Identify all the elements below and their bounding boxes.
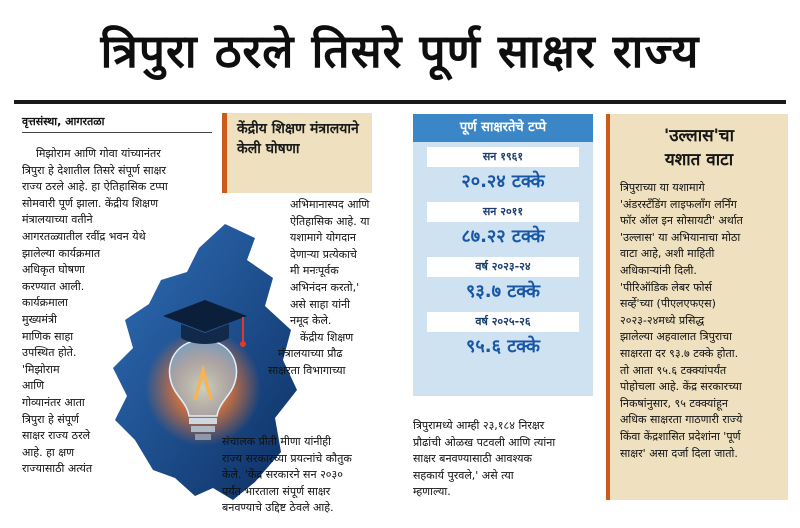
text-line: राज्यासाठी अत्यंत [22, 462, 93, 476]
text-line: गोव्यानंतर आता [22, 395, 85, 409]
text-line: मंत्रालयाच्या वतीने [22, 213, 93, 227]
text-line: त्रिपुरा हे संपूर्ण [22, 412, 79, 426]
kicker-text: केंद्रीय शिक्षण मंत्रालयाने केली घोषणा [237, 121, 359, 157]
milestone-value: ९३.७ टक्के [466, 281, 540, 302]
column-2: अभिमानास्पद आणि ऐतिहासिक आहे. या यशामागे… [222, 197, 400, 380]
text-line: झालेल्या कार्यक्रमात [22, 246, 101, 260]
headline-rule [14, 100, 786, 104]
text-line: अधिकृत घोषणा [22, 263, 85, 277]
text-line: मुख्यमंत्री [22, 312, 57, 326]
column-2-bottom: संचालक प्रीती मीणा यांनीही राज्य सरकारच्… [222, 434, 400, 517]
text-line: प्रौढांची ओळख पटवली आणि त्यांना [413, 435, 556, 449]
text-line: सोमवारी पूर्ण झाला. केंद्रीय शिक्षण [22, 196, 159, 210]
text-line: सहकार्य पुरवले,' असे त्या [413, 468, 514, 482]
text-line: नमूद केले. [290, 314, 332, 328]
text-line: कार्यक्रमाला [22, 296, 68, 310]
text-line: २०२३-२४मध्ये प्रसिद्ध [620, 313, 705, 327]
text-line: केले. 'केंद्र सरकारने सन २०३० [222, 468, 343, 482]
text-line: तो आता ९५.६ टक्क्यांपर्यंत [620, 363, 727, 377]
text-line: संचालक प्रीती मीणा यांनीही [222, 435, 331, 448]
ullas-title-line: 'उल्लास'चा [663, 126, 734, 146]
milestone-value: ८७.२२ टक्के [461, 226, 545, 247]
dateline: वृत्तसंस्था, आगरतळा [22, 115, 105, 128]
text-line: मी मनःपूर्वक [290, 264, 339, 278]
text-line: साक्षरता दर ९३.७ टक्के होता. [620, 346, 739, 360]
text-line: फॉर ऑल इन सोसायटी' अर्थात [620, 214, 743, 228]
text-line: यशामागे योगदान [290, 231, 357, 245]
text-line: 'पीरिऑडिक लेबर फोर्स [620, 280, 712, 294]
text-line: असे साहा यांनी [290, 297, 350, 311]
text-line: अभिमानास्पद आणि [290, 198, 370, 211]
milestones-box: पूर्ण साक्षरतेचे टप्पे सन १९६१ २०.२४ टक्… [413, 114, 593, 396]
text-line: त्रिपुरामध्ये आम्ही २३,१८४ निरक्षर [413, 419, 545, 432]
text-line: निकषांनुसार, ९५ टक्क्यांहून [620, 396, 729, 410]
text-line: आगरतळ्यातील रवींद्र भवन येथे [22, 229, 146, 243]
ullas-title: 'उल्लास'चा यशात वाटा [610, 124, 788, 172]
text-line: अभिनंदन करतो,' [290, 280, 360, 294]
text-line: 'अंडरस्टँडिंग लाइफलाँग लर्निंग [620, 197, 737, 211]
text-line: त्रिपुराच्या या यशामागे [620, 181, 705, 194]
text-line: पर्यंत भारताला संपूर्ण साक्षर [222, 484, 331, 498]
graduation-cap-icon [163, 300, 247, 347]
light-bulb-icon [168, 339, 238, 440]
text-line: साक्षर' असा दर्जा दिला जातो. [620, 446, 738, 460]
text-line: किंवा केंद्रशासित प्रदेशांना 'पूर्ण [620, 429, 741, 443]
column-1: मिझोराम आणि गोवा यांच्यानंतर त्रिपुरा हे… [22, 146, 212, 478]
text-line: उपस्थित होते. [22, 346, 77, 360]
text-line: आणि [22, 379, 45, 393]
kicker-box: केंद्रीय शिक्षण मंत्रालयाने केली घोषणा [222, 113, 372, 193]
milestones-heading: पूर्ण साक्षरतेचे टप्पे [413, 114, 593, 142]
milestone-value: २०.२४ टक्के [461, 171, 545, 192]
text-line: त्रिपुरा हे देशातील तिसरे संपूर्ण साक्षर [22, 163, 166, 177]
text-line: साक्षर बनवण्यासाठी आवश्यक [413, 452, 533, 466]
dateline-rule [22, 132, 212, 133]
text-line: पोहोचला आहे. केंद्र सरकारच्या [620, 380, 742, 394]
text-line: अधिकाऱ्यांनी दिली. [620, 263, 697, 277]
text-line: अधिक साक्षरता गाठणारी राज्ये [620, 413, 743, 427]
text-line: देणाऱ्या प्रत्येकाचे [290, 247, 357, 261]
text-line: आहे. हा क्षण [22, 445, 75, 459]
milestone-value: ९५.६ टक्के [466, 336, 540, 357]
text-line: सर्व्हे'च्या (पीएलएफएस) [620, 297, 716, 311]
ullas-sidebar: 'उल्लास'चा यशात वाटा त्रिपुराच्या या यशा… [606, 114, 788, 500]
text-line: करण्यात आली. [22, 279, 85, 293]
text-line: झालेल्या अहवालात त्रिपुराचा [620, 330, 733, 344]
milestone-year: सन १९६१ [427, 147, 579, 167]
text-line: मिझोराम आणि गोवा यांच्यानंतर [36, 147, 161, 160]
text-line: वाटा आहे, अशी माहिती [620, 247, 715, 261]
text-line: माणिक साहा [22, 329, 74, 343]
text-line: म्हणाल्या. [413, 485, 451, 499]
text-line: साक्षर राज्य ठरले [22, 429, 91, 443]
milestone-year: सन २०११ [427, 202, 579, 222]
column-3-bottom: त्रिपुरामध्ये आम्ही २३,१८४ निरक्षर प्रौढ… [413, 418, 593, 501]
headline: त्रिपुरा ठरले तिसरे पूर्ण साक्षर राज्य [100, 24, 700, 78]
text-line: बनवण्याचे उद्दिष्ट ठेवले आहे. [222, 501, 334, 515]
text-line: राज्य सरकारच्या प्रयत्नांचे कौतुक [222, 451, 352, 465]
text-line: 'मिझोराम [22, 362, 60, 376]
milestone-year: वर्ष २०२३-२४ [427, 257, 579, 277]
text-line: मंत्रालयाच्या प्रौढ [278, 347, 343, 361]
text-line: ऐतिहासिक आहे. या [290, 214, 370, 228]
text-line: केंद्रीय शिक्षण [300, 330, 354, 344]
text-line: राज्य ठरले आहे. हा ऐतिहासिक टप्पा [22, 180, 168, 194]
ullas-body: त्रिपुराच्या या यशामागे 'अंडरस्टँडिंग ला… [610, 172, 788, 462]
tripura-map-icon [113, 224, 297, 500]
ullas-title-line: यशात वाटा [664, 150, 734, 170]
text-line: साक्षरता विभागाच्या [268, 363, 346, 377]
milestone-year: वर्ष २०२५-२६ [427, 312, 579, 332]
text-line: 'उल्लास' या अभियानाचा मोठा [620, 230, 741, 244]
